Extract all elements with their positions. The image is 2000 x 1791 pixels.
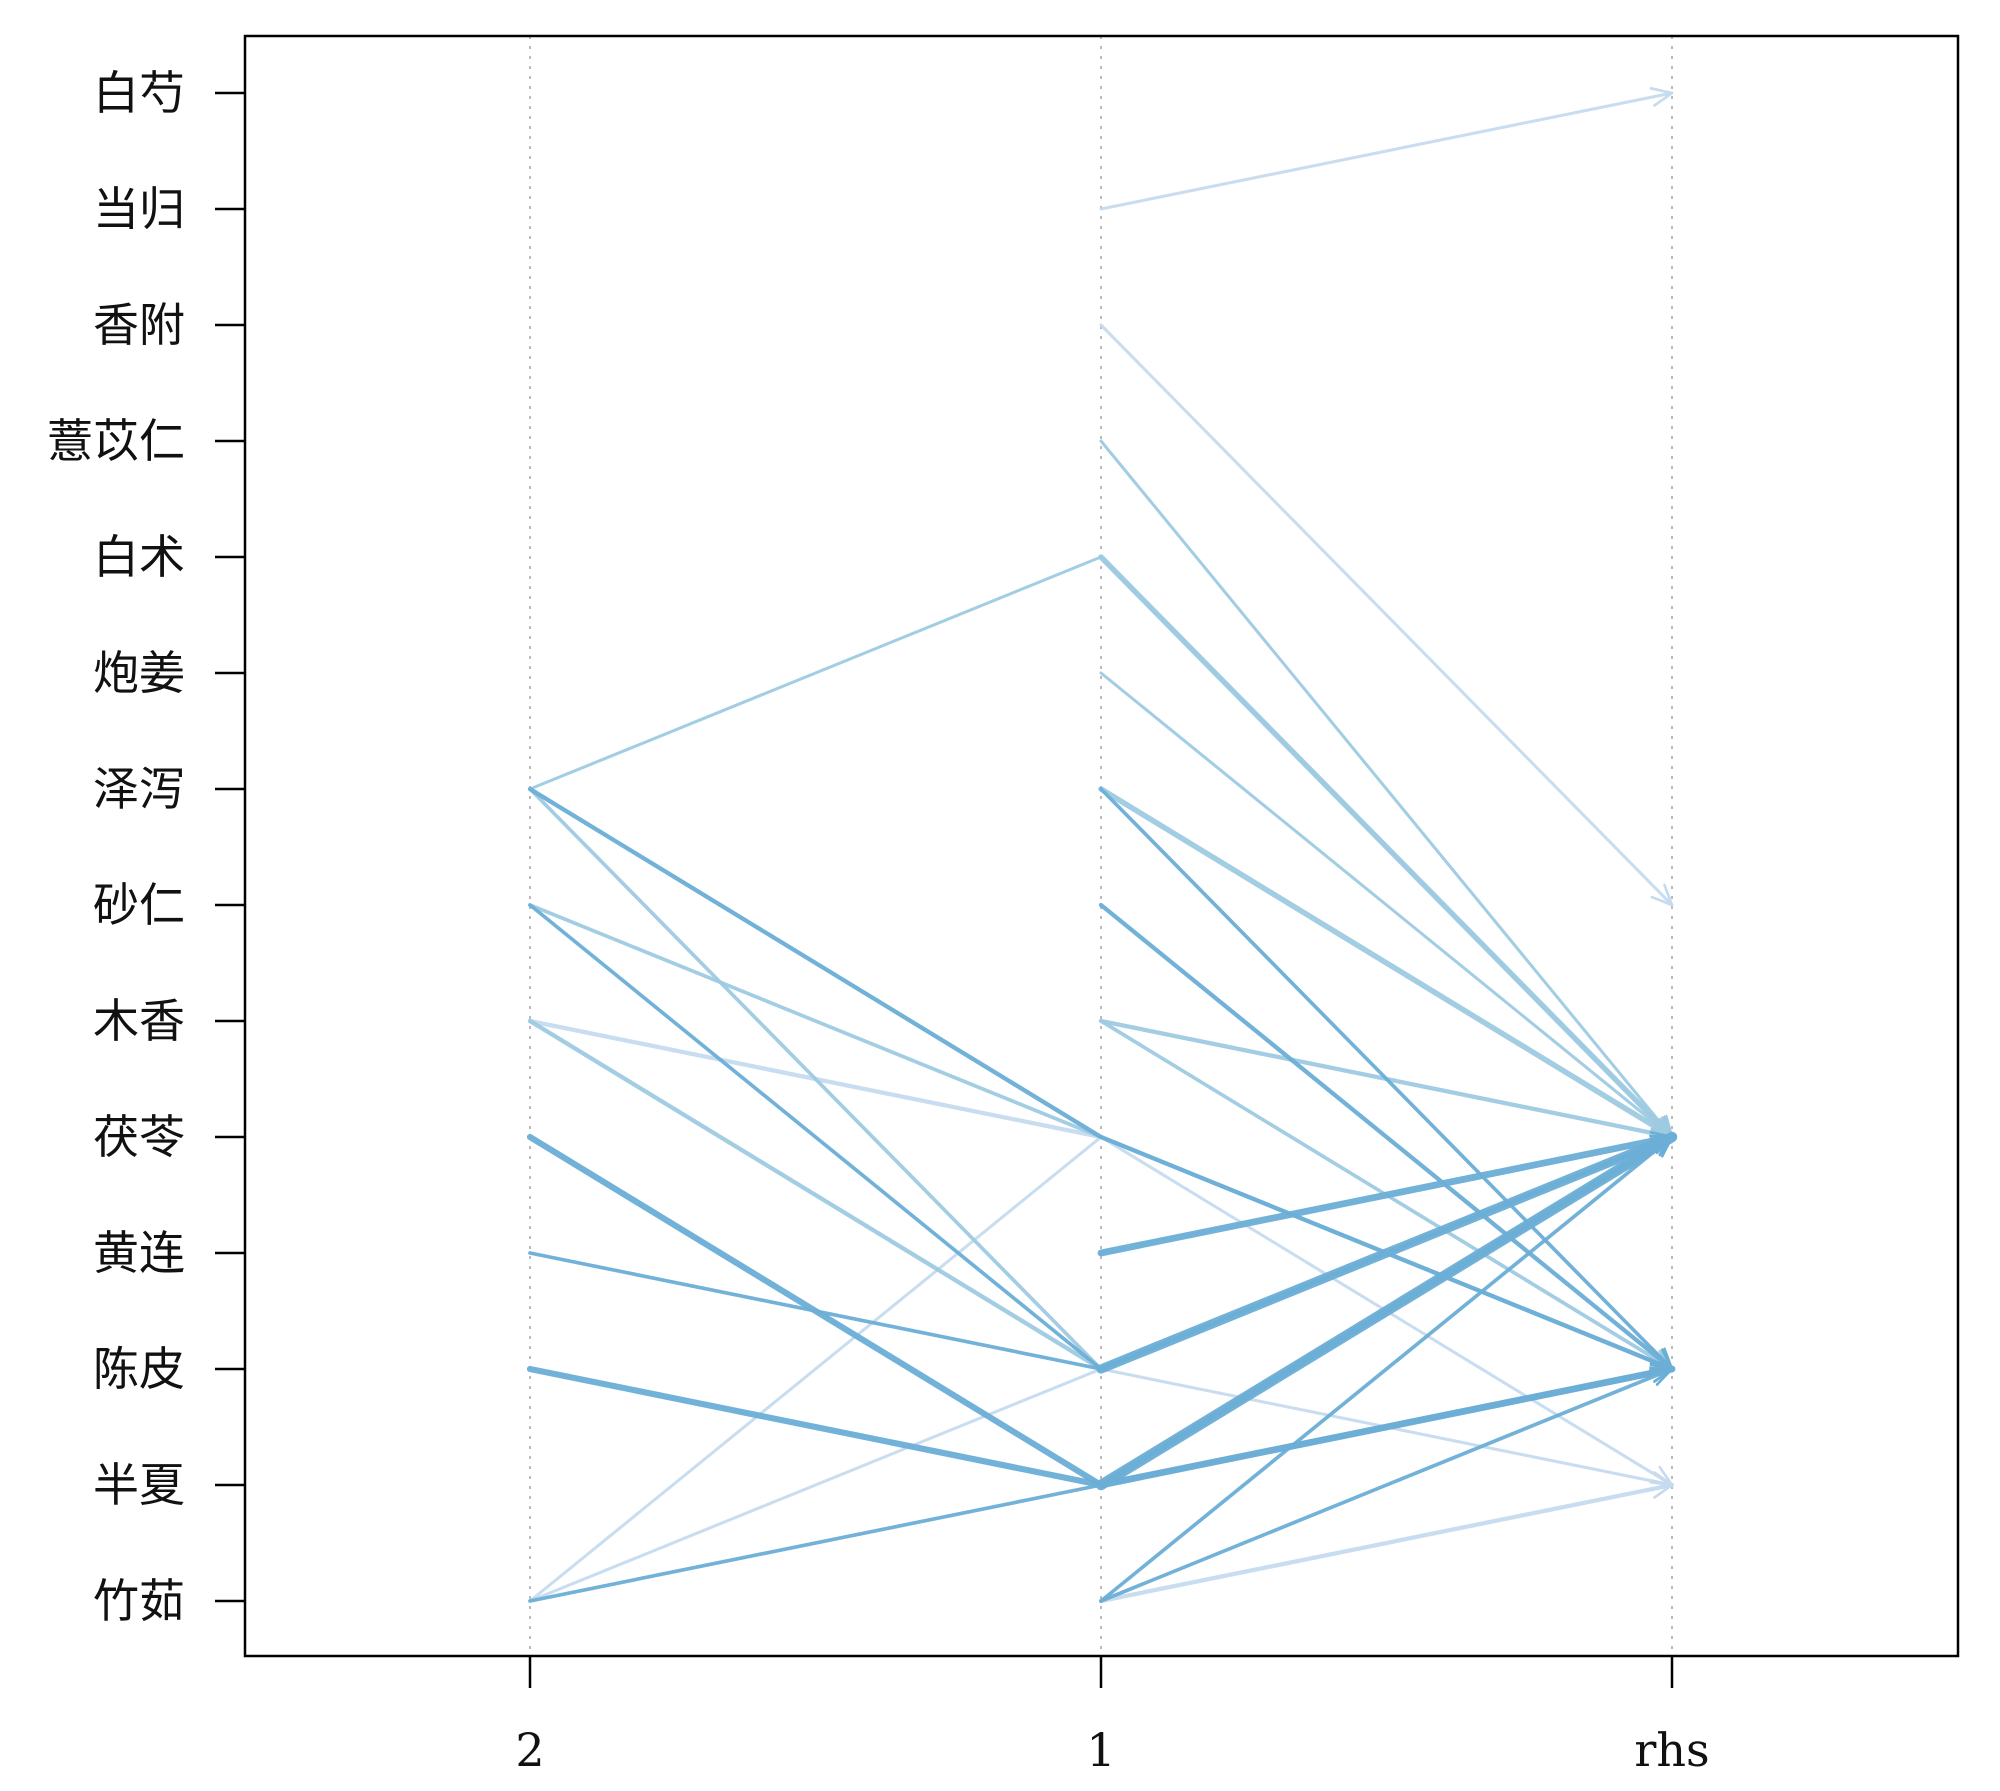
y-tick-label: 薏苡仁 [47,414,185,468]
rule-炮姜-茯苓 [1099,671,1674,1139]
rule-薏苡仁-茯苓 [1099,439,1674,1139]
rule-layer [526,93,1678,1604]
rule-segment [528,1483,1103,1603]
x-tick-label: rhs [1634,1723,1709,1777]
rule-黄连-茯苓 [1097,1137,1676,1257]
rule-arrow-segment [1099,1137,1674,1371]
y-tick-label: 陈皮 [93,1342,185,1396]
rule-竹茹-茯苓 [1099,1135,1674,1603]
y-tick-label: 白芍 [93,66,185,120]
rule-segment [528,787,1103,1371]
y-tick-label: 茯苓 [93,1110,185,1164]
rule-segment [526,1365,1105,1489]
rule-arrow-segment [1098,786,1675,1140]
rule-泽泻-陈皮 [1099,787,1674,1371]
y-tick-label: 泽泻 [93,762,185,816]
rule-segment [528,903,1103,1371]
rule-黄连-陈皮-茯苓 [528,1137,1674,1371]
grid-layer [529,36,1673,1656]
rule-当归-白芍 [1099,93,1674,211]
y-tick-label: 半夏 [93,1458,185,1512]
rule-segment [527,1018,1104,1372]
y-tick-label: 黄连 [93,1226,185,1280]
rule-segment [528,1251,1103,1371]
y-tick-label: 竹茹 [93,1574,185,1628]
y-tick-label: 砂仁 [93,878,185,932]
x-tick-label: 1 [1086,1723,1115,1777]
y-tick-label: 炮姜 [93,646,185,700]
rule-砂仁-陈皮 [1098,902,1675,1372]
y-tick-label: 香附 [93,298,185,352]
rule-arrow-segment [1099,1135,1674,1603]
rule-arrow-segment [1099,323,1674,907]
y-tick-label: 木香 [93,994,185,1048]
y-tick-label: 当归 [93,182,185,236]
rule-arrow-segment [1099,555,1674,1139]
rule-arrow-segment [1097,1369,1676,1489]
rule-香附-砂仁 [1099,323,1674,907]
rule-arrow-segment [1099,671,1674,1139]
rule-segment [528,555,1103,791]
rule-segment [528,1135,1103,1603]
rule-arrow-segment [1099,439,1674,1139]
rule-陈皮-半夏-茯苓 [526,1133,1676,1489]
rule-竹茹-半夏-茯苓 [528,1135,1674,1603]
rule-竹茹-半夏 [1098,1485,1675,1604]
rule-arrow-segment [1098,1485,1675,1604]
rule-泽泻-白术-茯苓 [528,555,1674,1139]
rule-segment [528,1367,1103,1603]
rule-arrow-segment [1099,787,1674,1371]
rule-arrow-segment [1097,1137,1676,1257]
rule-泽泻-茯苓 [1098,786,1675,1140]
rule-arrow-segment [1099,1135,1674,1487]
rule-茯苓-半夏-陈皮 [526,1133,1676,1489]
rule-arrow-segment [1098,902,1675,1372]
rule-竹茹-陈皮 [1099,1369,1674,1603]
rule-arrow-segment [1099,93,1674,211]
rule-segment [527,786,1104,1140]
rule-arrow-segment [1099,1369,1674,1603]
y-tick-label: 白术 [93,530,185,584]
x-tick-label: 2 [515,1723,544,1777]
rule-segment [528,903,1103,1139]
x-axis: 2 1 rhs [515,1656,1710,1777]
